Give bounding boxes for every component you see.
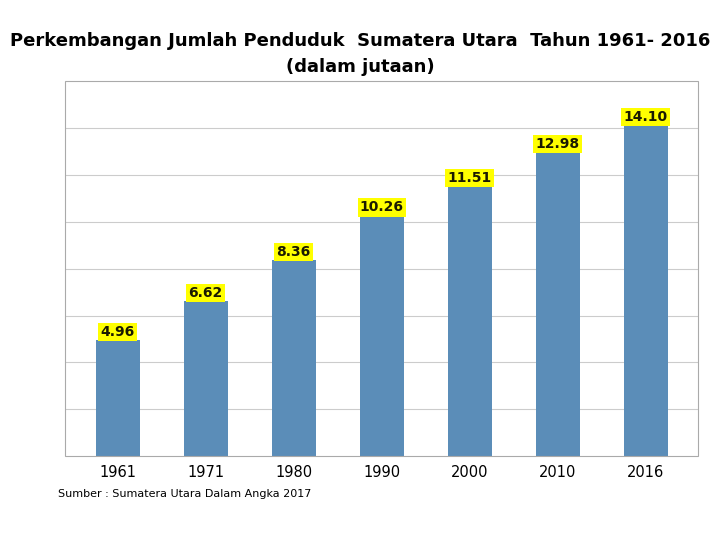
Text: 10.26: 10.26 [359, 200, 404, 214]
Text: 6.62: 6.62 [189, 286, 222, 300]
Text: 12.98: 12.98 [536, 137, 580, 151]
Text: 4.96: 4.96 [101, 325, 135, 339]
Bar [271, 260, 315, 456]
Text: 8.36: 8.36 [276, 245, 311, 259]
Bar [359, 215, 404, 456]
Text: Sumber : Sumatera Utara Dalam Angka 2017: Sumber : Sumatera Utara Dalam Angka 2017 [58, 489, 311, 499]
Bar [624, 126, 667, 456]
Text: 11.51: 11.51 [447, 171, 492, 185]
Bar [448, 186, 492, 456]
Text: Perkembangan Jumlah Penduduk  Sumatera Utara  Tahun 1961- 2016: Perkembangan Jumlah Penduduk Sumatera Ut… [10, 31, 710, 50]
Bar [184, 301, 228, 456]
Text: (dalam jutaan): (dalam jutaan) [286, 58, 434, 77]
Text: 14.10: 14.10 [624, 110, 667, 124]
Bar [536, 152, 580, 456]
Bar [96, 340, 140, 456]
